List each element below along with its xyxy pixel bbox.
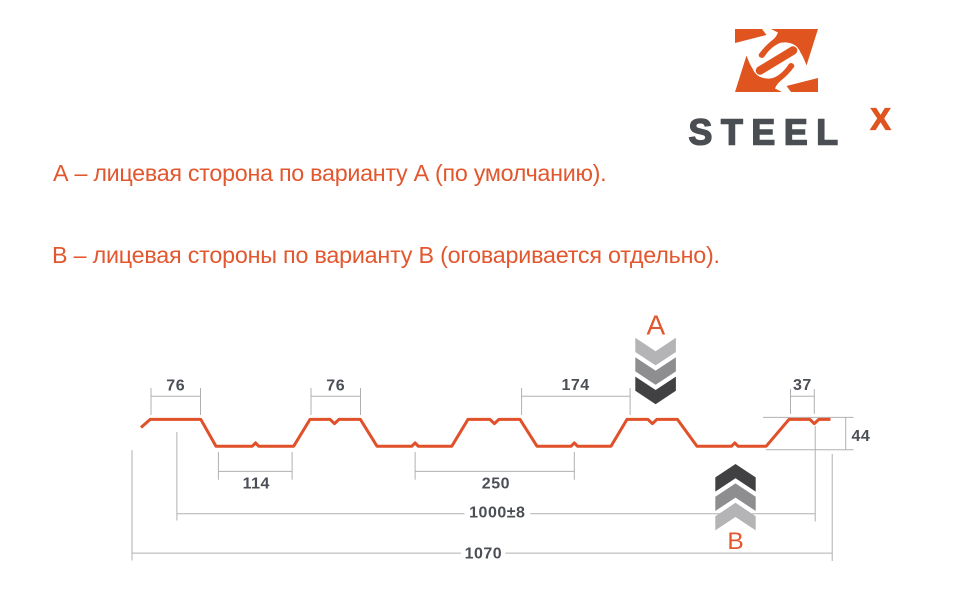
svg-text:76: 76 bbox=[326, 378, 345, 395]
svg-text:174: 174 bbox=[561, 377, 589, 394]
svg-text:А: А bbox=[646, 310, 665, 341]
svg-text:В: В bbox=[727, 528, 743, 555]
svg-text:76: 76 bbox=[166, 378, 185, 395]
svg-text:1000±8: 1000±8 bbox=[469, 505, 525, 522]
svg-text:А – лицевая сторона по вариант: А – лицевая сторона по варианту А (по ум… bbox=[53, 160, 607, 186]
svg-text:X: X bbox=[870, 103, 891, 137]
svg-text:1070: 1070 bbox=[465, 546, 503, 563]
svg-text:STEEL: STEEL bbox=[689, 113, 839, 153]
svg-text:114: 114 bbox=[243, 476, 270, 493]
svg-text:44: 44 bbox=[852, 428, 871, 445]
svg-text:37: 37 bbox=[793, 377, 812, 394]
svg-text:В – лицевая стороны по вариант: В – лицевая стороны по варианту В (огова… bbox=[52, 242, 720, 268]
svg-text:250: 250 bbox=[482, 476, 510, 493]
